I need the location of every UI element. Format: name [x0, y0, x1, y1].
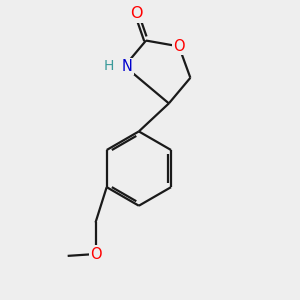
- Text: N: N: [122, 59, 133, 74]
- Text: O: O: [173, 39, 185, 54]
- Text: H: H: [104, 59, 114, 73]
- Text: O: O: [130, 6, 143, 21]
- Text: O: O: [90, 247, 101, 262]
